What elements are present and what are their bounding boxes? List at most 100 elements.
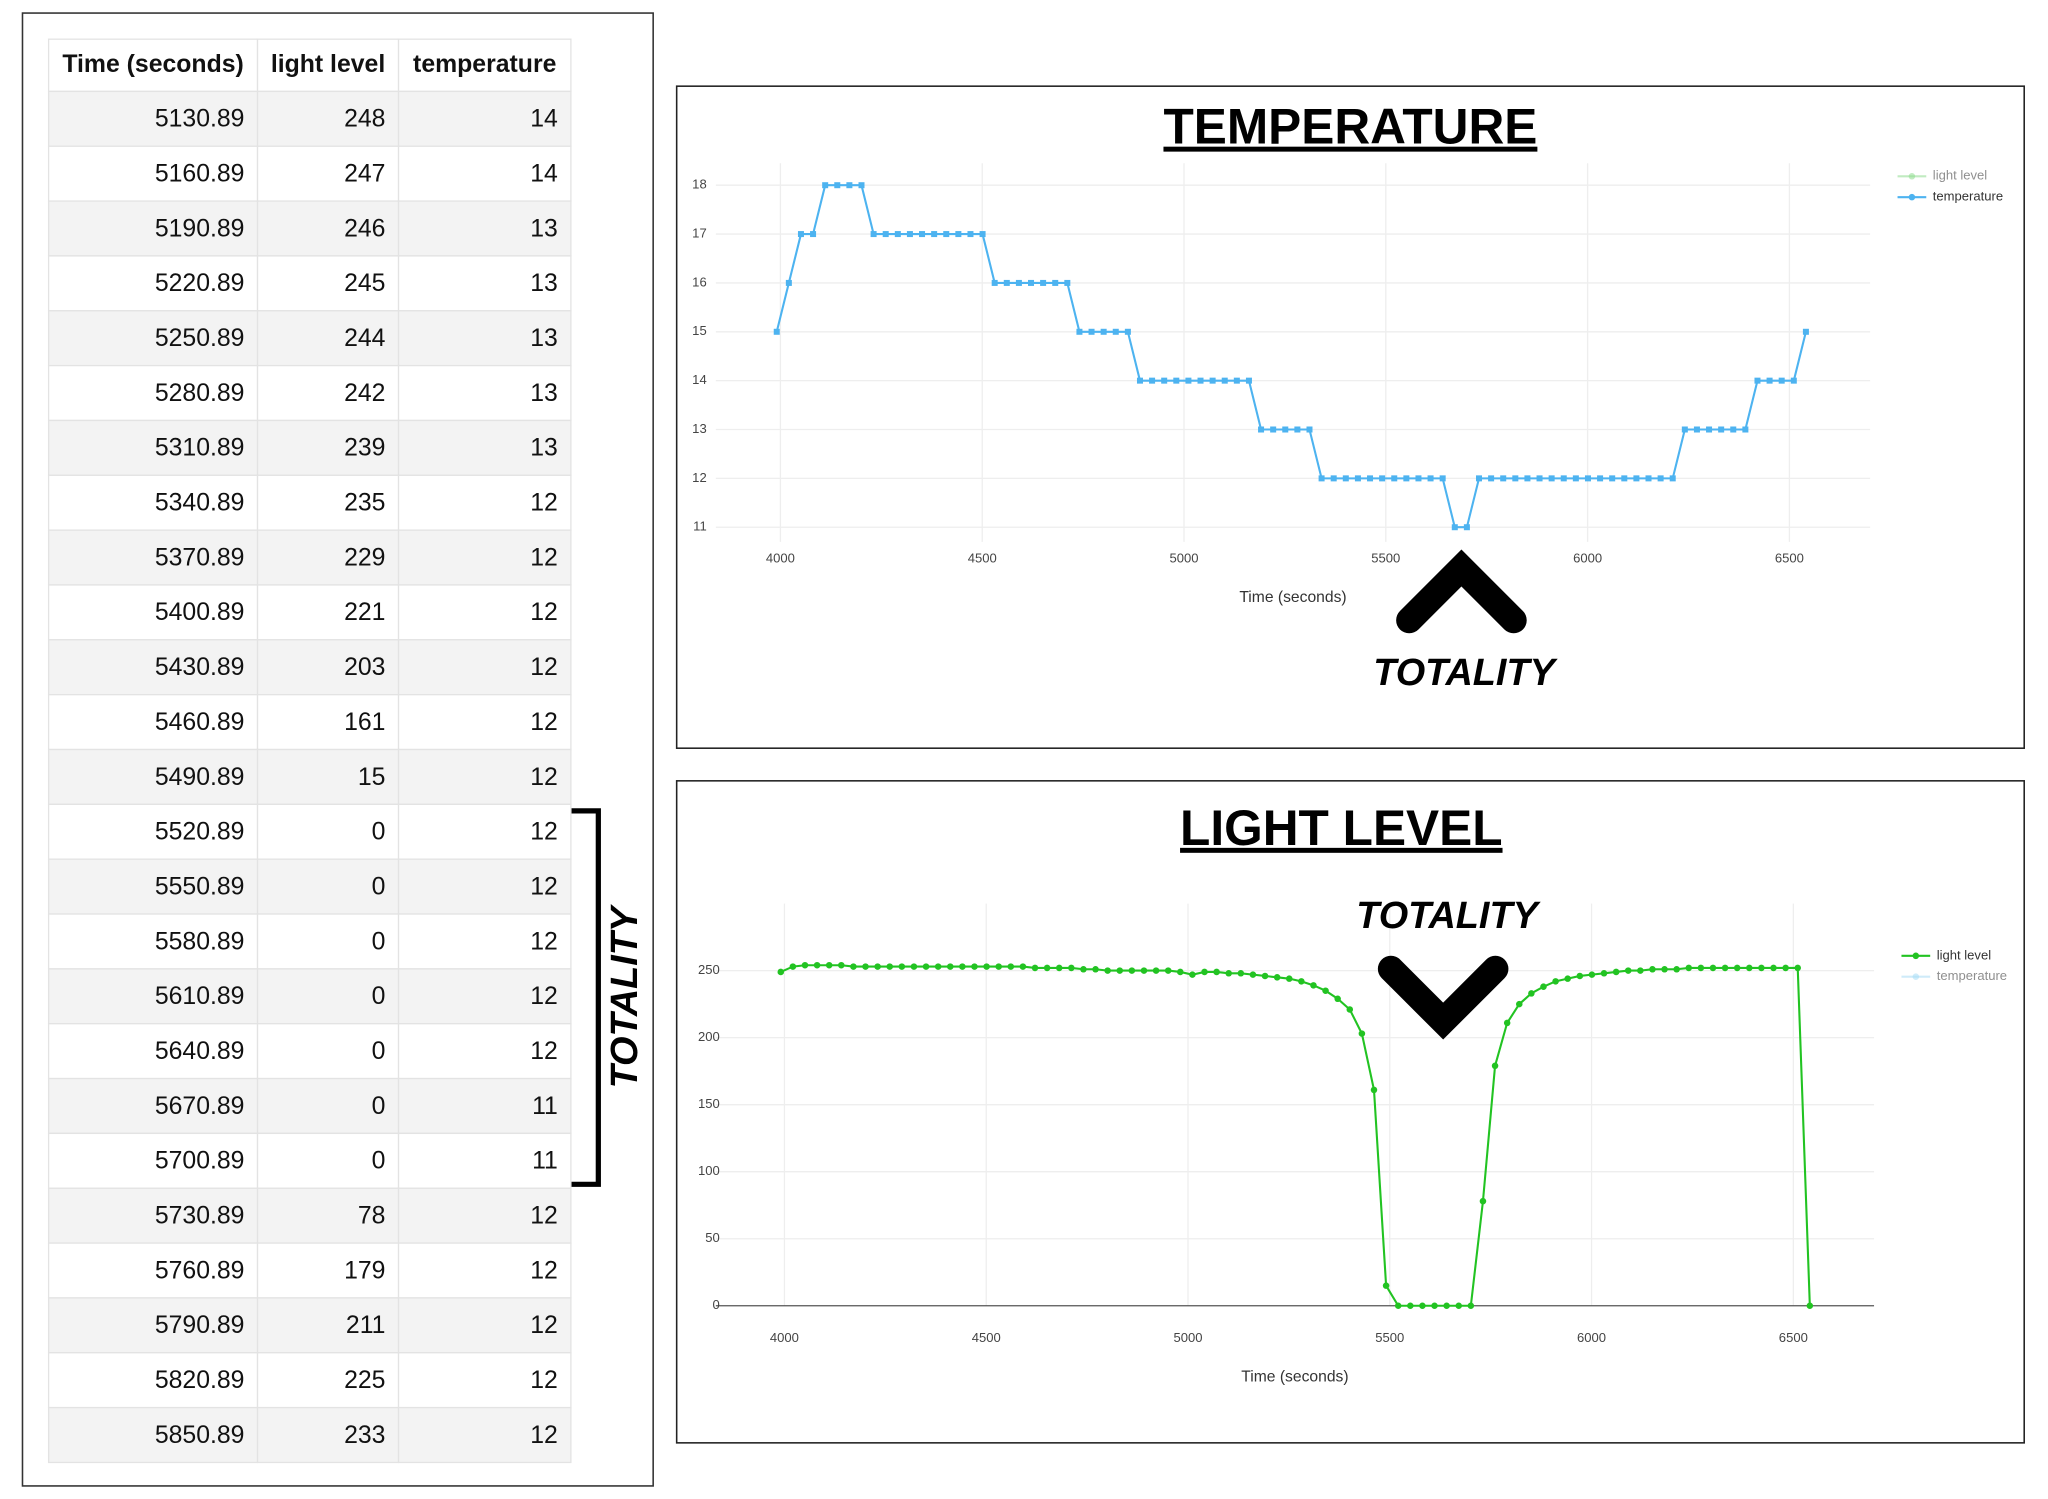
marker xyxy=(1806,1302,1814,1310)
marker xyxy=(1766,377,1773,384)
cell-text: 5700.89 xyxy=(155,1148,245,1175)
marker xyxy=(1657,475,1664,482)
marker xyxy=(1661,966,1668,973)
table-cell xyxy=(397,419,572,476)
marker xyxy=(1693,426,1700,433)
marker xyxy=(1758,964,1765,972)
marker xyxy=(1100,328,1107,335)
cell-text: 5610.89 xyxy=(155,983,245,1010)
marker xyxy=(1718,426,1725,433)
marker xyxy=(1233,377,1240,384)
marker xyxy=(1463,524,1470,531)
marker xyxy=(886,963,893,970)
marker xyxy=(955,231,962,238)
table-cell xyxy=(256,1023,400,1080)
marker xyxy=(1503,1019,1511,1027)
marker xyxy=(1637,967,1644,974)
y-tick-label: 12 xyxy=(692,470,707,485)
cell-text: 11 xyxy=(532,1148,558,1175)
marker xyxy=(1597,475,1604,482)
marker xyxy=(1697,964,1705,972)
marker xyxy=(1488,475,1495,482)
table-cell xyxy=(47,255,259,312)
table-cell xyxy=(397,1406,572,1464)
legend-text: light level xyxy=(1937,947,1991,962)
x-tick-label: 5500 xyxy=(1371,550,1400,565)
marker xyxy=(810,231,817,238)
marker xyxy=(801,961,809,969)
table-cell xyxy=(47,1352,259,1409)
marker xyxy=(1185,377,1192,384)
table-cell xyxy=(47,1242,259,1299)
marker xyxy=(1080,966,1087,973)
marker xyxy=(1052,279,1059,286)
table-cell xyxy=(47,1187,259,1244)
marker xyxy=(1633,475,1640,482)
cell-text: 11 xyxy=(532,1093,558,1120)
marker xyxy=(1770,964,1777,972)
temperature-panel xyxy=(675,85,2025,749)
marker xyxy=(1076,328,1083,335)
marker xyxy=(785,279,792,286)
cell-text: 0 xyxy=(372,1038,386,1065)
marker xyxy=(1609,475,1616,482)
marker xyxy=(1475,475,1483,482)
y-tick-label: 250 xyxy=(698,962,720,977)
marker xyxy=(1649,966,1656,973)
cell-text: 12 xyxy=(530,709,558,736)
table-cell xyxy=(397,200,572,257)
cell-text: 179 xyxy=(344,1257,385,1284)
marker xyxy=(1088,328,1095,335)
cell-text: 5670.89 xyxy=(155,1093,245,1120)
marker xyxy=(1431,1302,1438,1310)
table-cell xyxy=(47,584,259,641)
table-cell xyxy=(47,310,259,367)
cell-text: 221 xyxy=(344,599,385,626)
y-tick-label: 0 xyxy=(712,1297,719,1312)
marker xyxy=(934,963,942,970)
cell-text: 5760.89 xyxy=(155,1257,245,1284)
marker xyxy=(846,182,853,189)
marker xyxy=(1282,426,1289,433)
y-tick-label: 14 xyxy=(692,372,707,387)
marker xyxy=(1536,475,1543,482)
cell-text: 5130.89 xyxy=(155,106,245,133)
marker xyxy=(1197,377,1204,384)
marker xyxy=(882,231,889,238)
marker xyxy=(1104,967,1111,974)
marker xyxy=(1306,426,1313,433)
x-tick-label: 6000 xyxy=(1573,550,1602,565)
marker xyxy=(1564,975,1571,982)
marker xyxy=(1730,426,1737,433)
cell-text: 5430.89 xyxy=(155,654,245,681)
marker xyxy=(874,963,881,970)
y-tick-label: 11 xyxy=(693,519,707,534)
annotation: TOTALITY xyxy=(1373,652,1558,694)
marker xyxy=(1419,1302,1426,1310)
marker xyxy=(1245,377,1252,384)
header-text: Time (seconds) xyxy=(62,51,243,78)
marker xyxy=(1790,377,1797,384)
table-cell xyxy=(47,858,259,915)
marker xyxy=(1270,426,1277,433)
marker xyxy=(1624,967,1632,974)
cell-text: 5190.89 xyxy=(155,215,245,242)
cell-text: 5550.89 xyxy=(155,873,245,900)
annotation-arrow xyxy=(1377,955,1509,1040)
table-cell xyxy=(47,529,259,586)
marker xyxy=(1152,967,1160,974)
table-cell xyxy=(397,1297,572,1354)
marker xyxy=(946,963,954,970)
cell-text: 5460.89 xyxy=(155,709,245,736)
x-tick-label: 4000 xyxy=(770,1330,799,1345)
marker xyxy=(1140,967,1148,974)
marker xyxy=(1794,964,1801,972)
table-cell xyxy=(397,1352,572,1409)
table-cell xyxy=(256,529,400,586)
marker xyxy=(1318,475,1325,482)
marker xyxy=(1136,377,1143,384)
totality-bracket xyxy=(559,808,601,1187)
cell-text: 12 xyxy=(530,873,558,900)
cell-text: 0 xyxy=(372,819,386,846)
marker xyxy=(1403,475,1410,482)
